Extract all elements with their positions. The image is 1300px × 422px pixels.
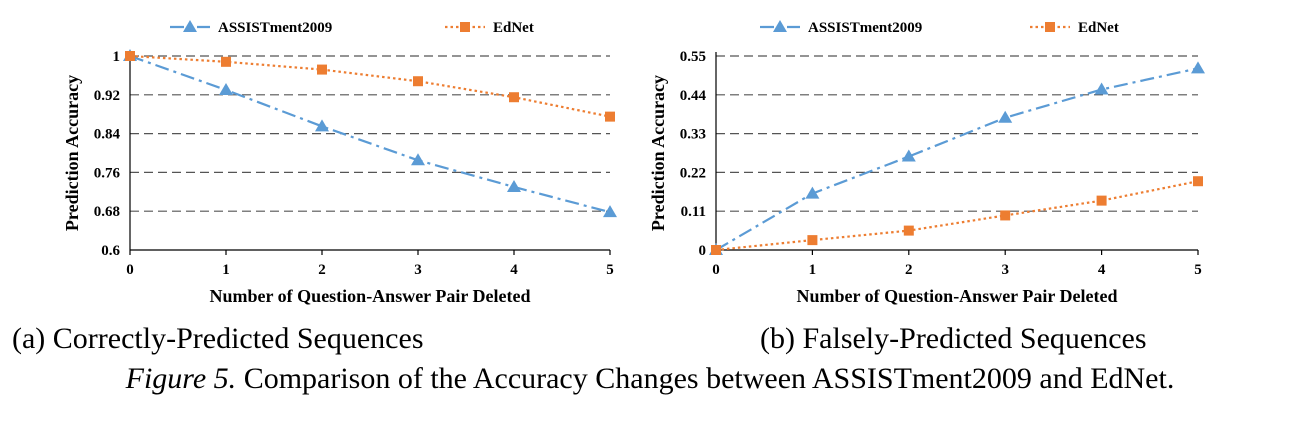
y-tick-label: 0.55: [680, 49, 706, 65]
x-axis-label: Number of Question-Answer Pair Deleted: [210, 286, 531, 306]
data-point-triangle: [315, 119, 329, 132]
y-tick-label: 0.76: [94, 165, 121, 181]
x-tick-label: 2: [318, 262, 326, 278]
data-point-square: [807, 235, 818, 246]
figure-caption: Figure 5. Comparison of the Accuracy Cha…: [0, 362, 1300, 396]
y-tick-label: 1: [113, 49, 121, 65]
data-point-square: [1000, 210, 1011, 221]
data-point-square: [903, 225, 914, 236]
data-point-triangle: [603, 205, 617, 218]
y-tick-label: 0.22: [680, 165, 706, 181]
subcaption-b: (b) Falsely-Predicted Sequences: [760, 322, 1147, 355]
x-tick-label: 4: [510, 262, 518, 278]
data-point-square: [1193, 176, 1203, 187]
y-tick-label: 0.33: [680, 127, 706, 143]
y-axis-label: Prediction Accuracy: [62, 75, 82, 231]
x-tick-label: 0: [126, 262, 134, 278]
data-point-square: [221, 56, 231, 67]
y-tick-label: 0: [699, 243, 707, 259]
figure-caption-lead: Figure 5.: [125, 362, 237, 395]
legend-marker-square: [460, 22, 470, 32]
data-point-triangle: [901, 149, 916, 162]
legend-label: ASSISTment2009: [808, 20, 922, 36]
series-line-assistment2009: [129, 54, 611, 214]
chart-correctly-predicted: 0.6 0.68 0.76 0.84 0.92 1 0 1 2 3 4 5 Number of Ques…: [62, 20, 617, 306]
data-point-square: [413, 76, 423, 87]
data-point-square: [1096, 195, 1107, 206]
x-tick-label: 5: [1194, 262, 1202, 278]
data-point-square: [509, 92, 519, 103]
x-tick-label: 2: [905, 262, 913, 278]
series-line-ednet: [129, 54, 611, 118]
legend-label: ASSISTment2009: [218, 20, 332, 36]
x-tick-label: 3: [414, 262, 422, 278]
chart-falsely-predicted: 0 0.11 0.22 0.33 0.44 0.55 0 1 2 3 4 5 Number of Que…: [648, 20, 1205, 306]
y-tick-label: 0.84: [94, 127, 121, 143]
x-axis-label: Number of Question-Answer Pair Deleted: [797, 286, 1118, 306]
data-point-triangle: [1094, 82, 1109, 95]
data-point-triangle: [411, 153, 425, 166]
y-axis-label: Prediction Accuracy: [648, 75, 668, 231]
data-point-square: [605, 111, 615, 122]
data-point-triangle: [998, 110, 1013, 123]
y-tick-label: 0.11: [681, 204, 706, 220]
data-point-triangle: [507, 179, 521, 192]
data-point-triangle: [805, 186, 820, 199]
legend-marker-triangle: [773, 20, 787, 32]
data-point-triangle: [219, 82, 233, 95]
figure-caption-text: Comparison of the Accuracy Changes betwe…: [236, 362, 1175, 395]
legend-marker-triangle: [183, 20, 197, 32]
data-point-square: [317, 64, 327, 75]
subcaption-a: (a) Correctly-Predicted Sequences: [12, 322, 424, 355]
series-line-assistment2009: [715, 67, 1199, 251]
y-tick-label: 0.44: [680, 88, 707, 104]
x-tick-label: 4: [1098, 262, 1106, 278]
data-point-square: [711, 245, 721, 255]
y-tick-label: 0.68: [94, 204, 120, 220]
x-tick-label: 5: [606, 262, 614, 278]
data-point-triangle: [1191, 61, 1205, 74]
legend-label: EdNet: [1078, 20, 1119, 36]
legend-marker-square: [1045, 22, 1055, 32]
y-tick-label: 0.6: [101, 243, 120, 259]
x-tick-label: 3: [1001, 262, 1009, 278]
y-tick-label: 0.92: [94, 88, 120, 104]
series-line-ednet: [715, 180, 1199, 252]
legend-label: EdNet: [493, 20, 534, 36]
x-tick-label: 1: [222, 262, 230, 278]
x-tick-label: 1: [809, 262, 817, 278]
data-point-square: [125, 51, 135, 61]
x-tick-label: 0: [712, 262, 720, 278]
